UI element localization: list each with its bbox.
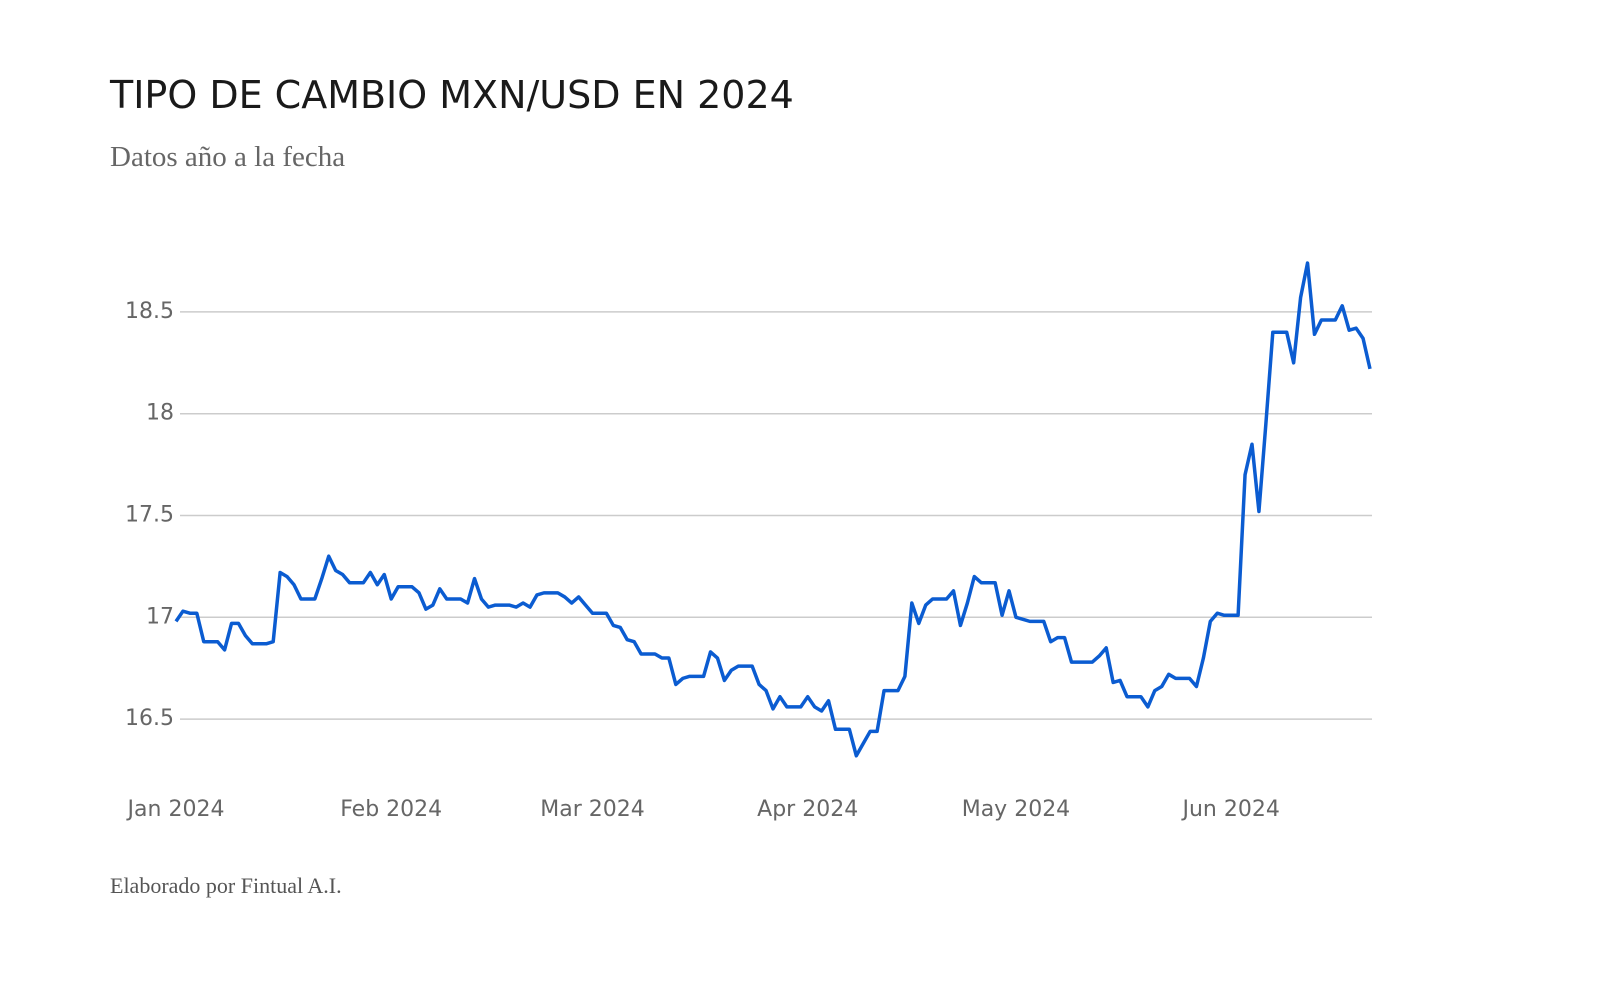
x-tick-label: May 2024: [962, 797, 1070, 822]
chart-footer: Elaborado por Fintual A.I.: [110, 873, 342, 898]
data-line: [174, 261, 1372, 758]
y-tick-label: 18.5: [125, 299, 174, 324]
x-tick-label: Jan 2024: [126, 797, 225, 822]
chart-subtitle: Datos año a la fecha: [110, 141, 345, 173]
x-tick-label: Apr 2024: [757, 797, 858, 822]
x-tick-label: Mar 2024: [540, 797, 645, 822]
x-tick-label: Jun 2024: [1180, 797, 1279, 822]
chart-title: TIPO DE CAMBIO MXN/USD EN 2024: [109, 73, 794, 117]
y-tick-label: 16.5: [125, 706, 174, 731]
y-tick-label: 17.5: [125, 503, 174, 528]
x-tick-label: Feb 2024: [340, 797, 442, 822]
y-tick-label: 17: [146, 604, 174, 629]
y-tick-label: 18: [146, 401, 174, 426]
